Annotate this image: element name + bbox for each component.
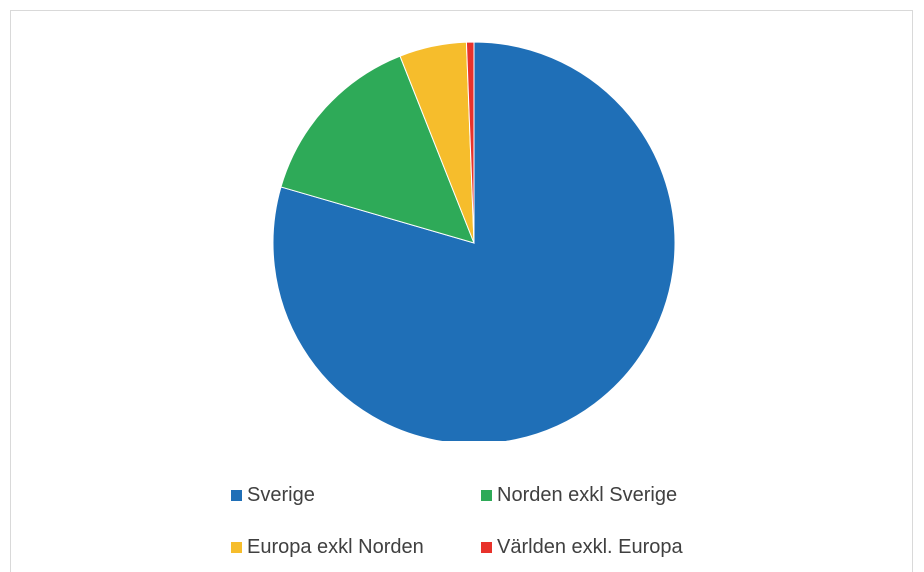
pie-slice-sverige	[272, 41, 676, 441]
legend-label-europa: Europa exkl Norden	[247, 536, 424, 558]
legend-item-europa: Europa exkl Norden	[231, 535, 424, 559]
legend-label-norden: Norden exkl Sverige	[497, 484, 678, 506]
legend-swatch-varlden	[481, 541, 492, 553]
legend-label-sverige: Sverige	[247, 484, 315, 506]
legend-item-norden: Norden exkl Sverige	[481, 483, 677, 507]
legend-label-varlden: Världen exkl. Europa	[497, 536, 683, 558]
pie-slice-norden	[280, 55, 475, 244]
pie-slice-varlden	[465, 41, 475, 244]
legend-item-sverige: Sverige	[231, 483, 315, 507]
legend-swatch-norden	[481, 489, 492, 501]
chart-area: Sverige Norden exkl Sverige Europa exkl …	[10, 10, 913, 572]
legend-swatch-europa	[231, 541, 242, 553]
legend-item-varlden: Världen exkl. Europa	[481, 535, 683, 559]
legend-swatch-sverige	[231, 489, 242, 501]
pie-chart	[272, 41, 676, 441]
